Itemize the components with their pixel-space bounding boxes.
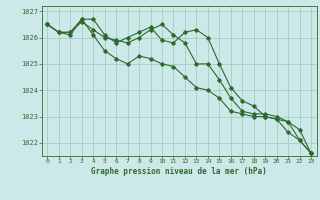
X-axis label: Graphe pression niveau de la mer (hPa): Graphe pression niveau de la mer (hPa) — [91, 167, 267, 176]
